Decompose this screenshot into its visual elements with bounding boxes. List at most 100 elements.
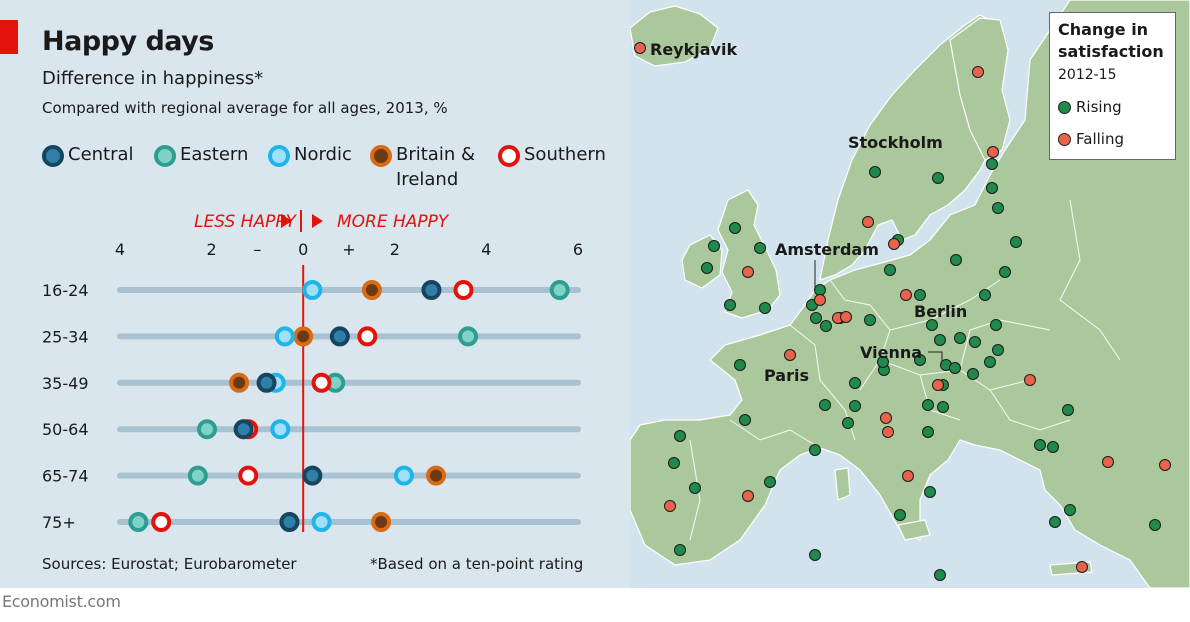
map-dot-falling <box>880 412 892 424</box>
legend-label-southern: Southern <box>524 144 606 165</box>
dot-central <box>302 465 323 486</box>
dot-eastern <box>549 280 570 300</box>
dot-southern <box>311 372 332 393</box>
map-dot-rising <box>810 312 822 324</box>
iceland-land <box>630 5 719 67</box>
tick-label: 4 <box>115 240 125 259</box>
legend-label-nordic: Nordic <box>294 144 352 165</box>
map-dot-rising <box>674 544 686 556</box>
falling-dot-icon <box>1058 133 1071 146</box>
map-dot-rising <box>764 476 776 488</box>
city-label-amsterdam: Amsterdam <box>775 240 879 259</box>
sardinia-land <box>834 467 851 501</box>
map-dot-rising <box>734 359 746 371</box>
dot-eastern <box>458 326 479 347</box>
map-dot-rising <box>950 254 962 266</box>
footnote: *Based on a ten-point rating <box>370 555 584 573</box>
map-dot-falling <box>932 379 944 391</box>
map-dot-rising <box>1149 519 1161 531</box>
map-dot-rising <box>992 202 1004 214</box>
dot-central <box>233 419 254 440</box>
map-dot-rising <box>1034 439 1046 451</box>
map-dot-rising <box>754 242 766 254</box>
legend-label-eastern: Eastern <box>180 144 249 165</box>
map-dot-rising <box>979 289 991 301</box>
map-dot-falling <box>840 311 852 323</box>
row-label: 75+ <box>42 513 76 532</box>
map-dot-rising <box>990 319 1002 331</box>
map-dot-rising <box>937 401 949 413</box>
more-happy-label: MORE HAPPY <box>337 212 450 232</box>
falling-label: Falling <box>1076 130 1124 148</box>
city-label-berlin: Berlin <box>914 302 967 321</box>
map-dot-rising <box>877 356 889 368</box>
legend-dot-central <box>42 145 64 167</box>
map-dot-falling <box>664 500 676 512</box>
map-legend: Change in satisfaction 2012-15 Rising Fa… <box>1049 12 1176 160</box>
map-dot-falling <box>987 146 999 158</box>
dot-britain <box>371 512 392 532</box>
map-dot-rising <box>967 368 979 380</box>
tick-label: 0 <box>298 240 308 259</box>
map-dot-falling <box>784 349 796 361</box>
map-dot-rising <box>809 444 821 456</box>
row-label: 25-34 <box>42 327 89 346</box>
map-dot-rising <box>922 399 934 411</box>
map-dot-falling <box>862 216 874 228</box>
map-dot-rising <box>934 334 946 346</box>
map-dot-rising <box>984 356 996 368</box>
tick-label: + <box>342 240 355 259</box>
city-label-vienna: Vienna <box>860 343 922 362</box>
dot-central <box>329 326 350 347</box>
dot-eastern <box>187 465 208 486</box>
map-dot-rising <box>932 172 944 184</box>
map-legend-title-1: Change in <box>1058 20 1149 39</box>
map-dot-rising <box>969 336 981 348</box>
rising-dot-icon <box>1058 101 1071 114</box>
map-dot-falling <box>902 470 914 482</box>
map-dot-falling <box>634 42 646 54</box>
dot-eastern <box>128 512 149 532</box>
legend-label-britain: Britain & <box>396 144 476 165</box>
dot-southern <box>238 465 259 486</box>
tick-label: 2 <box>207 240 217 259</box>
map-dot-rising <box>986 182 998 194</box>
map-dot-rising <box>1047 441 1059 453</box>
map-dot-rising <box>1064 504 1076 516</box>
map-dot-rising <box>949 362 961 374</box>
chart-subtitle-2: Compared with regional average for all a… <box>42 99 448 117</box>
row-label: 65-74 <box>42 467 89 486</box>
map-dot-rising <box>814 284 826 296</box>
dot-nordic <box>393 465 414 486</box>
map-dot-falling <box>888 238 900 250</box>
map-dot-rising <box>934 569 946 581</box>
chart-subtitle: Difference in happiness* <box>42 68 264 89</box>
dot-southern <box>151 512 172 532</box>
map-dot-rising <box>914 289 926 301</box>
row-label: 16-24 <box>42 281 89 300</box>
map-dot-rising <box>999 266 1011 278</box>
dot-britain <box>293 326 314 347</box>
city-label-paris: Paris <box>764 366 809 385</box>
map-dot-falling <box>1024 374 1036 386</box>
map-dot-rising <box>809 549 821 561</box>
map-dot-rising <box>674 430 686 442</box>
finland-land <box>949 17 1011 161</box>
map-dot-rising <box>986 158 998 170</box>
less-happy-label: LESS HAPPY <box>194 212 298 232</box>
row-label: 35-49 <box>42 374 89 393</box>
map-dot-rising <box>954 332 966 344</box>
map-dot-rising <box>1049 516 1061 528</box>
footer-bar <box>0 588 1190 622</box>
map-dot-rising <box>724 299 736 311</box>
map-dot-rising <box>1010 236 1022 248</box>
map-dot-rising <box>820 320 832 332</box>
legend-dot-eastern <box>154 145 176 167</box>
dot-chart: 4 2 – 0 +2 4 6 16-24 25-34 35-49 50-64 65-74 75+ LE… <box>42 210 583 532</box>
dot-nordic <box>302 280 323 300</box>
map-dot-rising <box>701 262 713 274</box>
tick-label: 4 <box>481 240 491 259</box>
map-dot-rising <box>914 354 926 366</box>
map-dot-rising <box>884 264 896 276</box>
dot-southern <box>453 280 474 300</box>
